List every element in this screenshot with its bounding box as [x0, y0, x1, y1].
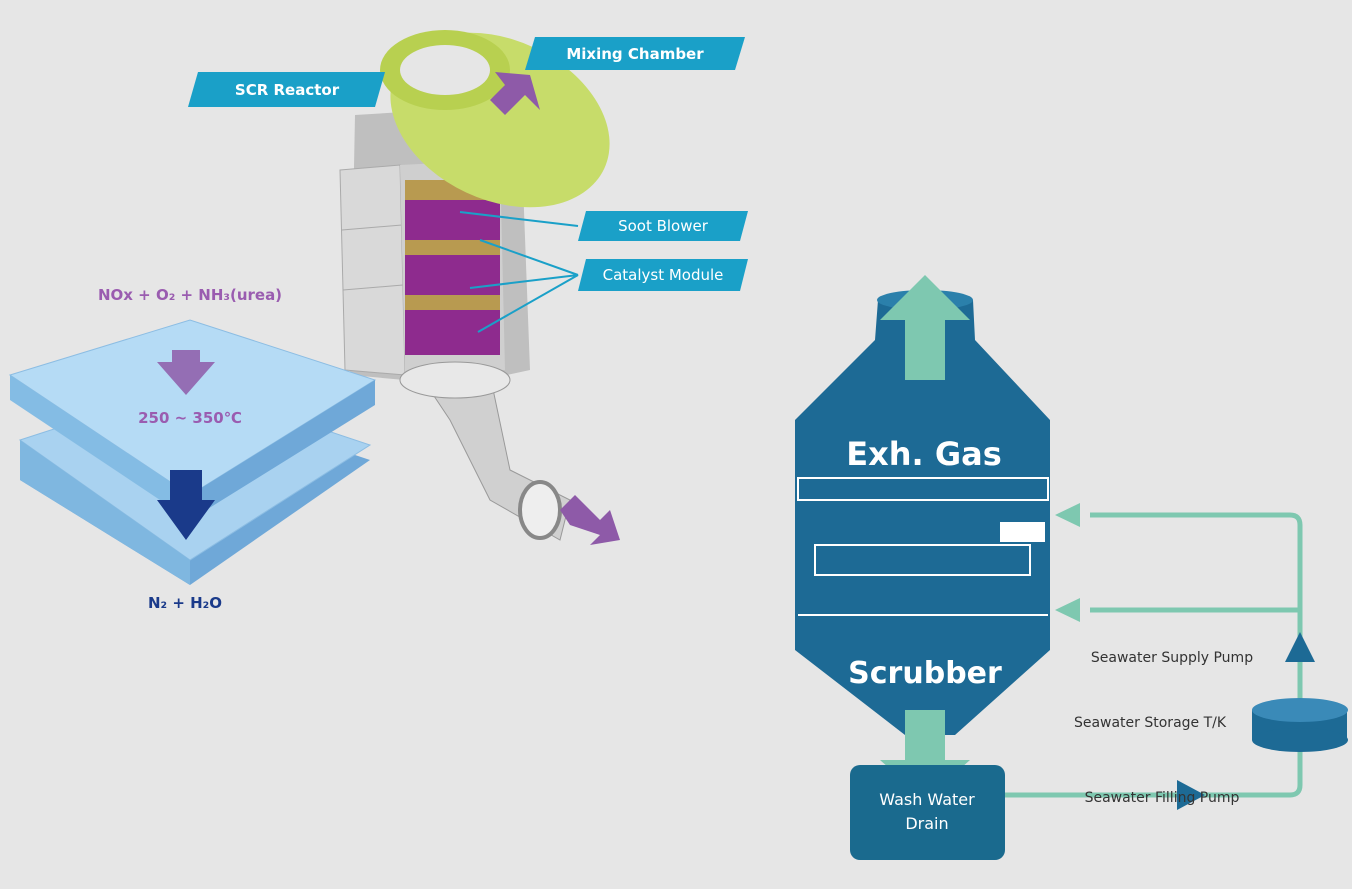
reaction-input: NOx + O₂ + NH₃(urea) — [98, 286, 282, 304]
reaction-temperature: 250 ~ 350℃ — [138, 409, 242, 427]
filling-pump-label: Seawater Filling Pump — [1085, 790, 1240, 806]
scr-reactor-label: SCR Reactor — [235, 81, 340, 99]
exh-gas-label: Exh. Gas — [846, 435, 1001, 473]
soot-blower-label: Soot Blower — [618, 217, 709, 235]
mixing-chamber-label: Mixing Chamber — [566, 45, 704, 63]
storage-tank-label: Seawater Storage T/K — [1074, 715, 1227, 731]
diagram: SCR Reactor Mixing Chamber Soot Blower C… — [0, 0, 1352, 889]
scrubber-label: Scrubber — [848, 656, 1002, 691]
drain-box — [850, 765, 1005, 860]
catalyst-module-label: Catalyst Module — [603, 266, 724, 284]
supply-pump-label: Seawater Supply Pump — [1091, 650, 1253, 666]
drain-label: Wash Water — [879, 790, 975, 809]
reaction-output: N₂ + H₂O — [148, 594, 222, 612]
drain-label: Drain — [905, 814, 948, 833]
